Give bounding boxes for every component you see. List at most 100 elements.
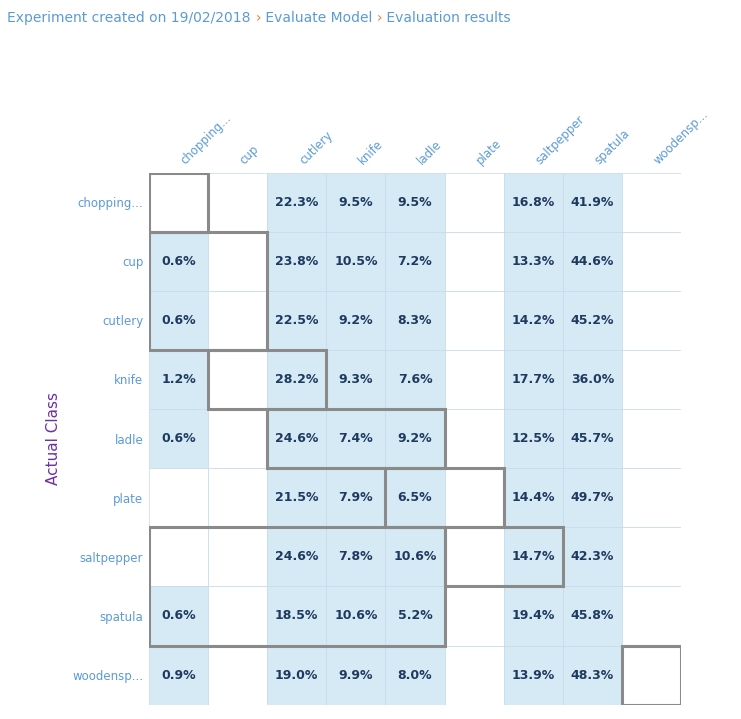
Bar xyxy=(208,527,268,587)
Bar xyxy=(149,350,208,409)
Bar xyxy=(622,646,681,705)
Text: 19.0%: 19.0% xyxy=(275,669,319,682)
Text: 13.3%: 13.3% xyxy=(511,255,555,267)
Bar xyxy=(562,527,622,587)
Bar xyxy=(149,232,268,350)
Text: 36.0%: 36.0% xyxy=(571,373,614,386)
Bar xyxy=(208,350,268,409)
Bar xyxy=(385,350,445,409)
Text: 7.8%: 7.8% xyxy=(339,550,373,563)
Text: 41.9%: 41.9% xyxy=(571,196,614,209)
Bar xyxy=(326,527,385,587)
Bar xyxy=(268,409,326,468)
Bar xyxy=(445,527,562,587)
Text: 9.9%: 9.9% xyxy=(339,669,373,682)
Bar xyxy=(445,587,504,646)
Bar xyxy=(445,173,504,232)
Bar xyxy=(385,646,445,705)
Bar xyxy=(622,527,681,587)
Text: 0.9%: 0.9% xyxy=(162,669,196,682)
Text: 9.2%: 9.2% xyxy=(339,314,373,327)
Text: 45.8%: 45.8% xyxy=(571,610,614,623)
Bar xyxy=(268,646,326,705)
Bar xyxy=(622,232,681,290)
Bar xyxy=(149,527,445,646)
Text: 18.5%: 18.5% xyxy=(275,610,319,623)
Text: 42.3%: 42.3% xyxy=(571,550,614,563)
Bar xyxy=(504,290,562,350)
Bar xyxy=(562,232,622,290)
Text: 9.5%: 9.5% xyxy=(398,196,432,209)
Text: 10.6%: 10.6% xyxy=(393,550,436,563)
Text: 48.3%: 48.3% xyxy=(571,669,614,682)
Bar xyxy=(622,646,681,705)
Bar xyxy=(562,587,622,646)
Bar xyxy=(326,173,385,232)
Bar xyxy=(504,527,562,587)
Bar xyxy=(208,290,268,350)
Bar xyxy=(149,173,208,232)
Text: 10.6%: 10.6% xyxy=(334,610,377,623)
Bar xyxy=(385,173,445,232)
Text: 7.2%: 7.2% xyxy=(398,255,432,267)
Bar xyxy=(268,350,326,409)
Text: 13.9%: 13.9% xyxy=(511,669,555,682)
Text: 0.6%: 0.6% xyxy=(162,314,196,327)
Text: 8.3%: 8.3% xyxy=(398,314,432,327)
Text: Experiment created on 19/02/2018: Experiment created on 19/02/2018 xyxy=(7,11,256,24)
Text: 44.6%: 44.6% xyxy=(571,255,614,267)
Text: 21.5%: 21.5% xyxy=(275,491,319,504)
Bar xyxy=(562,409,622,468)
Bar xyxy=(445,409,504,468)
Bar xyxy=(622,290,681,350)
Text: 16.8%: 16.8% xyxy=(511,196,555,209)
Text: 7.6%: 7.6% xyxy=(398,373,432,386)
Bar xyxy=(385,409,445,468)
Bar xyxy=(326,290,385,350)
Text: 0.6%: 0.6% xyxy=(162,432,196,445)
Bar xyxy=(268,290,326,350)
Text: 28.2%: 28.2% xyxy=(275,373,319,386)
Text: 49.7%: 49.7% xyxy=(571,491,614,504)
Bar xyxy=(149,290,208,350)
Bar xyxy=(504,350,562,409)
Text: 22.5%: 22.5% xyxy=(275,314,319,327)
Bar xyxy=(562,350,622,409)
Bar xyxy=(149,232,208,290)
Bar xyxy=(562,646,622,705)
Bar xyxy=(504,468,562,527)
Text: 7.4%: 7.4% xyxy=(339,432,373,445)
Bar xyxy=(622,587,681,646)
Text: 6.5%: 6.5% xyxy=(398,491,432,504)
Bar xyxy=(562,468,622,527)
Bar xyxy=(445,468,504,527)
Bar xyxy=(326,232,385,290)
Text: 14.2%: 14.2% xyxy=(511,314,555,327)
Text: 9.3%: 9.3% xyxy=(339,373,373,386)
Text: 24.6%: 24.6% xyxy=(275,550,319,563)
Text: 10.5%: 10.5% xyxy=(334,255,378,267)
Text: 14.4%: 14.4% xyxy=(511,491,555,504)
Bar xyxy=(208,587,268,646)
Text: 1.2%: 1.2% xyxy=(161,373,196,386)
Bar xyxy=(326,409,385,468)
Bar xyxy=(445,232,504,290)
Bar xyxy=(504,646,562,705)
Bar xyxy=(268,173,326,232)
Bar xyxy=(268,232,326,290)
Bar xyxy=(385,468,445,527)
Bar xyxy=(504,173,562,232)
Bar xyxy=(326,468,385,527)
Text: 7.9%: 7.9% xyxy=(339,491,373,504)
Bar xyxy=(149,468,208,527)
Text: Evaluation results: Evaluation results xyxy=(382,11,511,24)
Bar xyxy=(208,468,268,527)
Bar xyxy=(208,409,268,468)
Bar xyxy=(385,587,445,646)
Bar xyxy=(445,290,504,350)
Text: 24.6%: 24.6% xyxy=(275,432,319,445)
Text: 12.5%: 12.5% xyxy=(511,432,555,445)
Bar xyxy=(208,232,268,290)
Text: 0.6%: 0.6% xyxy=(162,255,196,267)
Bar xyxy=(445,646,504,705)
